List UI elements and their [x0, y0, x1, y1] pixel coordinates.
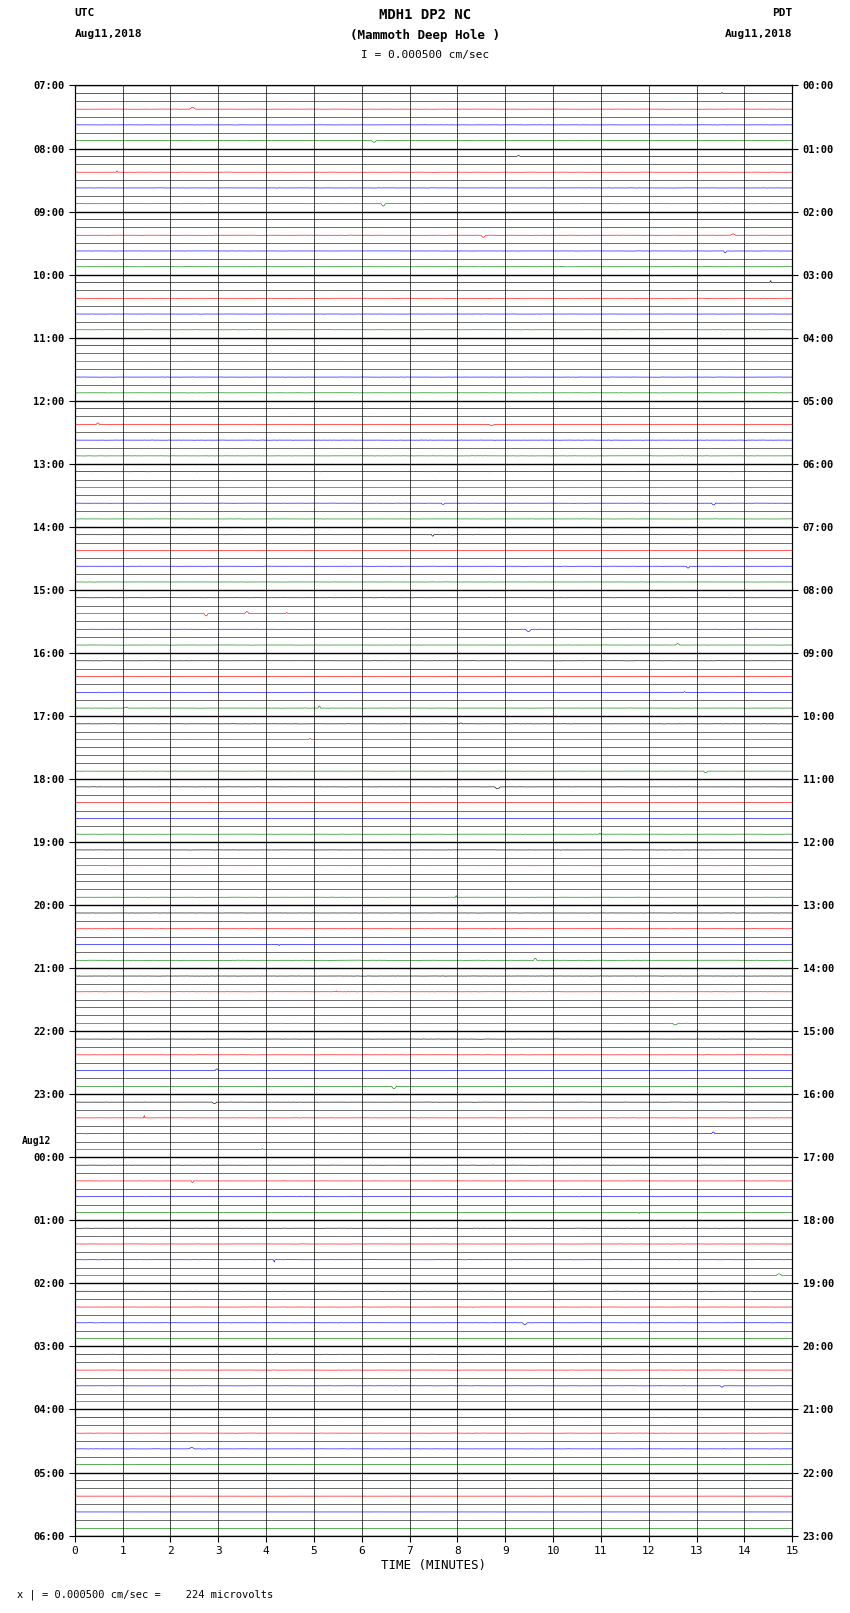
Text: I = 0.000500 cm/sec: I = 0.000500 cm/sec	[361, 50, 489, 60]
Text: Aug11,2018: Aug11,2018	[75, 29, 142, 39]
Text: PDT: PDT	[772, 8, 792, 18]
X-axis label: TIME (MINUTES): TIME (MINUTES)	[381, 1558, 486, 1571]
Text: Aug11,2018: Aug11,2018	[725, 29, 792, 39]
Text: UTC: UTC	[75, 8, 95, 18]
Text: MDH1 DP2 NC: MDH1 DP2 NC	[379, 8, 471, 23]
Text: Aug12: Aug12	[21, 1136, 51, 1145]
Text: x | = 0.000500 cm/sec =    224 microvolts: x | = 0.000500 cm/sec = 224 microvolts	[17, 1589, 273, 1600]
Text: (Mammoth Deep Hole ): (Mammoth Deep Hole )	[350, 29, 500, 42]
